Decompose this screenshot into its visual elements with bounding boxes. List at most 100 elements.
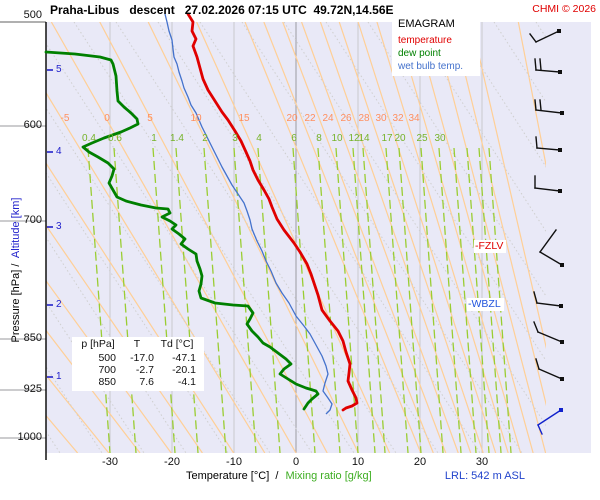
- legend-item-temperature: temperature: [398, 35, 452, 46]
- wind-barb: [535, 136, 538, 149]
- table-header-temperature: T: [133, 338, 141, 350]
- mixing-ratio-line: [453, 147, 477, 453]
- page-title: Praha-Libus descent 27.02.2026 07:15 UTC…: [50, 3, 394, 17]
- mixing-ratio-line: [152, 147, 176, 453]
- wind-barb-dot: [557, 29, 561, 33]
- x-axis-title: Temperature [°C] / Mixing ratio [g/kg]: [186, 470, 372, 482]
- mixing-ratio-line: [87, 147, 111, 453]
- isotherm-line: [432, 22, 546, 453]
- wet-bulb-zero-marker: -WBZL: [467, 298, 504, 311]
- isotherm-line: [147, 22, 359, 453]
- wind-barb: [535, 69, 561, 73]
- table-cell: 500: [98, 352, 116, 364]
- mixing-ratio-line: [362, 147, 386, 453]
- wet-bulb-curve: [164, 13, 333, 415]
- mixing-ratio-line: [488, 147, 512, 453]
- wind-barb: [535, 109, 563, 114]
- table-cell: 700: [98, 364, 116, 376]
- table-row: 700 -2.7 -20.1: [78, 364, 198, 376]
- isotherm-line: [50, 22, 297, 453]
- mixing-ratio-line: [420, 147, 444, 453]
- wind-barb: [539, 58, 542, 71]
- isotherm-line: [196, 22, 391, 453]
- mixing-ratio-line: [257, 147, 281, 453]
- isotherm-line: [263, 22, 434, 453]
- lrl-note: LRL: 542 m ASL: [444, 470, 525, 482]
- wind-barb-dot: [558, 189, 562, 193]
- adiabat-line: [46, 365, 103, 453]
- freezing-level-marker: -FZLV: [474, 240, 507, 253]
- isotherm-line: [451, 22, 546, 407]
- table-cell: -4.1: [177, 376, 196, 388]
- table-cell: -20.1: [172, 364, 196, 376]
- y-axis-title-pressure: Pressure [hPa]: [10, 269, 22, 343]
- isotherm-line: [338, 22, 484, 453]
- isotherm-line: [470, 22, 546, 350]
- wind-barb-dot: [560, 340, 564, 344]
- wind-barb: [535, 30, 560, 43]
- legend-heading: EMAGRAM: [398, 18, 455, 30]
- isotherm-line: [395, 22, 522, 453]
- wind-barb: [537, 331, 563, 343]
- table-header-dewpoint: Td [°C]: [160, 338, 194, 350]
- table-header-pressure: p [hPa]: [81, 338, 115, 350]
- isotherm-line: [414, 22, 534, 453]
- mixing-ratio-line: [317, 147, 341, 453]
- table-cell: 850: [98, 376, 116, 388]
- mixing-ratio-line: [352, 147, 376, 453]
- legend-item-wet-bulb-temp-: wet bulb temp.: [398, 61, 464, 72]
- adiabat-line: [199, 22, 481, 453]
- mixing-ratio-line: [398, 147, 422, 453]
- isotherm-line: [301, 22, 459, 453]
- isotherm-line: [319, 22, 472, 453]
- mixing-ratio-line: [113, 147, 137, 453]
- legend-box: EMAGRAM temperature dew point wet bulb tem…: [392, 16, 480, 76]
- mixing-ratio-line: [438, 147, 462, 453]
- isotherm-line: [357, 22, 497, 453]
- dew-point-curve: [44, 50, 320, 411]
- adiabat-line: [157, 22, 439, 453]
- mixing-ratio-line: [233, 147, 257, 453]
- wind-barb: [538, 368, 563, 380]
- temperature-curve: [186, 12, 359, 412]
- wind-barb: [533, 291, 538, 304]
- adiabat-line: [367, 22, 546, 297]
- sounding-table: p [hPa] T Td [°C] 500 -17.0 -47.1 700 -2.7 -2…: [72, 337, 204, 391]
- wind-barb-dot: [560, 377, 564, 381]
- wind-barb: [529, 33, 537, 43]
- adiabat-line: [73, 22, 355, 453]
- mixing-ratio-line: [335, 147, 359, 453]
- y-axis-title-sep: /: [10, 258, 22, 270]
- wind-barb: [534, 187, 561, 192]
- mixing-ratio-line: [203, 147, 227, 453]
- wind-barb-dot: [560, 111, 564, 115]
- adiabat-line: [325, 22, 546, 362]
- table-cell: -2.7: [135, 364, 154, 376]
- wind-barb: [539, 229, 557, 253]
- wind-barb: [535, 358, 540, 370]
- adiabat-line: [241, 22, 523, 453]
- y-axis-title-altitude: Altitude [km]: [10, 197, 22, 259]
- isotherm-line: [46, 374, 110, 453]
- mixing-ratio-line: [478, 147, 502, 453]
- adiabat-line: [283, 22, 546, 427]
- table-cell: -47.1: [172, 352, 196, 364]
- x-axis-title-mixing-ratio: Mixing ratio [g/kg]: [285, 470, 372, 482]
- isotherm-line: [517, 22, 546, 169]
- wind-barb: [534, 58, 537, 71]
- wind-barb: [539, 251, 563, 266]
- wind-barb: [539, 99, 542, 111]
- legend-item-dew-point: dew point: [398, 48, 441, 59]
- y-axis-title: Pressure [hPa] / Altitude [km]: [10, 120, 26, 420]
- wind-barb: [537, 424, 543, 435]
- isotherm-line: [376, 22, 509, 453]
- table-row: 500 -17.0 -47.1: [78, 352, 198, 364]
- x-axis-title-temperature: Temperature [°C] /: [186, 470, 279, 482]
- wind-barb-dot: [558, 70, 562, 74]
- adiabat-line: [46, 42, 313, 453]
- wind-barb-dot: [559, 408, 563, 412]
- wind-barb: [537, 409, 562, 426]
- mixing-ratio-line: [292, 147, 316, 453]
